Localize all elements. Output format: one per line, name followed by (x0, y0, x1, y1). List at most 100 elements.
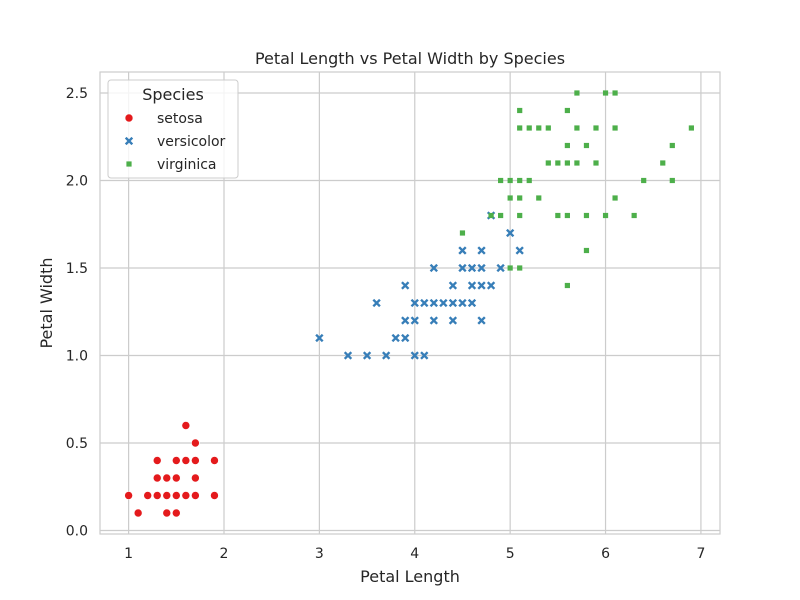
versicolor-point (467, 281, 477, 290)
setosa-point (172, 508, 181, 518)
versicolor-point (486, 281, 496, 290)
virginica-point (555, 160, 561, 166)
setosa-point (143, 491, 152, 500)
setosa-point (162, 491, 172, 500)
virginica-point (507, 195, 513, 201)
legend-items: setosa versicolor virginica (124, 111, 226, 173)
x-axis-ticks: 1 2 3 4 5 6 7 (124, 546, 705, 562)
virginica-point (612, 125, 618, 131)
y-tick-label: 0.0 (66, 524, 88, 540)
virginica-point (526, 125, 532, 131)
versicolor-point (401, 316, 410, 325)
versicolor-point (477, 316, 486, 325)
versicolor-point (439, 298, 448, 308)
virginica-point (583, 247, 590, 254)
y-axis-ticks: 0.0 0.5 1.0 1.5 2.0 2.5 (66, 86, 88, 540)
virginica-point (602, 212, 609, 219)
versicolor-point (343, 351, 353, 360)
versicolor-point (429, 263, 438, 273)
virginica-point (574, 125, 580, 131)
y-tick-label: 1.5 (66, 261, 88, 277)
versicolor-point (391, 333, 400, 343)
virginica-point (517, 212, 523, 219)
virginica-point (517, 265, 523, 271)
versicolor-point (467, 263, 477, 273)
legend-marker-virginica (126, 161, 132, 167)
data-points (124, 90, 694, 518)
virginica-point (498, 177, 504, 184)
y-axis-label: Petal Width (37, 257, 56, 348)
chart-title: Petal Length vs Petal Width by Species (255, 49, 565, 68)
grid (100, 72, 720, 534)
setosa-point (162, 508, 172, 518)
setosa-point (191, 438, 200, 448)
legend-label-setosa: setosa (157, 111, 203, 127)
legend-label-virginica: virginica (157, 157, 217, 173)
setosa-point (162, 473, 172, 483)
versicolor-point (429, 316, 438, 325)
legend-label-versicolor: versicolor (157, 134, 226, 150)
legend-box (107, 79, 239, 179)
virginica-point (507, 177, 513, 184)
virginica-point (688, 125, 694, 131)
versicolor-point (410, 351, 419, 360)
virginica-point (583, 142, 590, 149)
virginica-point (498, 212, 504, 219)
versicolor-point (448, 298, 458, 308)
setosa-point (191, 456, 200, 465)
setosa-point (181, 456, 191, 465)
setosa-point (133, 508, 143, 518)
x-tick-label: 4 (410, 546, 419, 562)
virginica-point (631, 212, 637, 219)
setosa-point (181, 421, 191, 430)
x-tick-label: 3 (315, 546, 324, 562)
virginica-point (536, 195, 542, 201)
virginica-point (612, 195, 618, 201)
y-tick-label: 1.0 (66, 349, 88, 365)
setosa-point (191, 473, 200, 483)
setosa-point (152, 456, 162, 465)
virginica-point (602, 90, 609, 96)
virginica-point (583, 212, 590, 219)
virginica-point (555, 212, 561, 219)
setosa-point (181, 491, 191, 500)
virginica-point (564, 212, 570, 219)
versicolor-point (515, 246, 524, 255)
virginica-point (526, 177, 532, 184)
virginica-point (459, 230, 466, 236)
virginica-point (593, 160, 599, 166)
versicolor-point (420, 351, 429, 360)
versicolor-point (477, 281, 486, 290)
virginica-point (660, 160, 666, 166)
setosa-point (172, 456, 181, 465)
x-tick-label: 6 (601, 546, 610, 562)
virginica-point (641, 177, 647, 184)
virginica-point (669, 142, 675, 149)
virginica-point (593, 125, 599, 131)
versicolor-point (506, 228, 515, 238)
versicolor-point (372, 298, 381, 308)
setosa-point (172, 491, 181, 500)
virginica-point (564, 282, 570, 289)
virginica-point (669, 177, 675, 184)
setosa-point (172, 473, 181, 483)
versicolor-point (496, 263, 505, 273)
virginica-point (488, 212, 494, 219)
x-tick-label: 5 (506, 546, 515, 562)
setosa-point (152, 473, 162, 483)
versicolor-point (458, 298, 467, 308)
versicolor-point (477, 246, 486, 255)
versicolor-point (467, 298, 477, 308)
y-tick-label: 2.5 (66, 86, 88, 102)
setosa-point (152, 491, 162, 500)
y-tick-label: 0.5 (66, 436, 88, 452)
versicolor-point (458, 246, 467, 255)
versicolor-point (429, 298, 438, 308)
legend-title: Species (142, 85, 204, 104)
y-tick-label: 2.0 (66, 174, 88, 190)
versicolor-point (458, 263, 467, 273)
virginica-point (536, 125, 542, 131)
virginica-point (612, 90, 618, 96)
virginica-point (564, 160, 570, 166)
virginica-point (507, 265, 513, 271)
